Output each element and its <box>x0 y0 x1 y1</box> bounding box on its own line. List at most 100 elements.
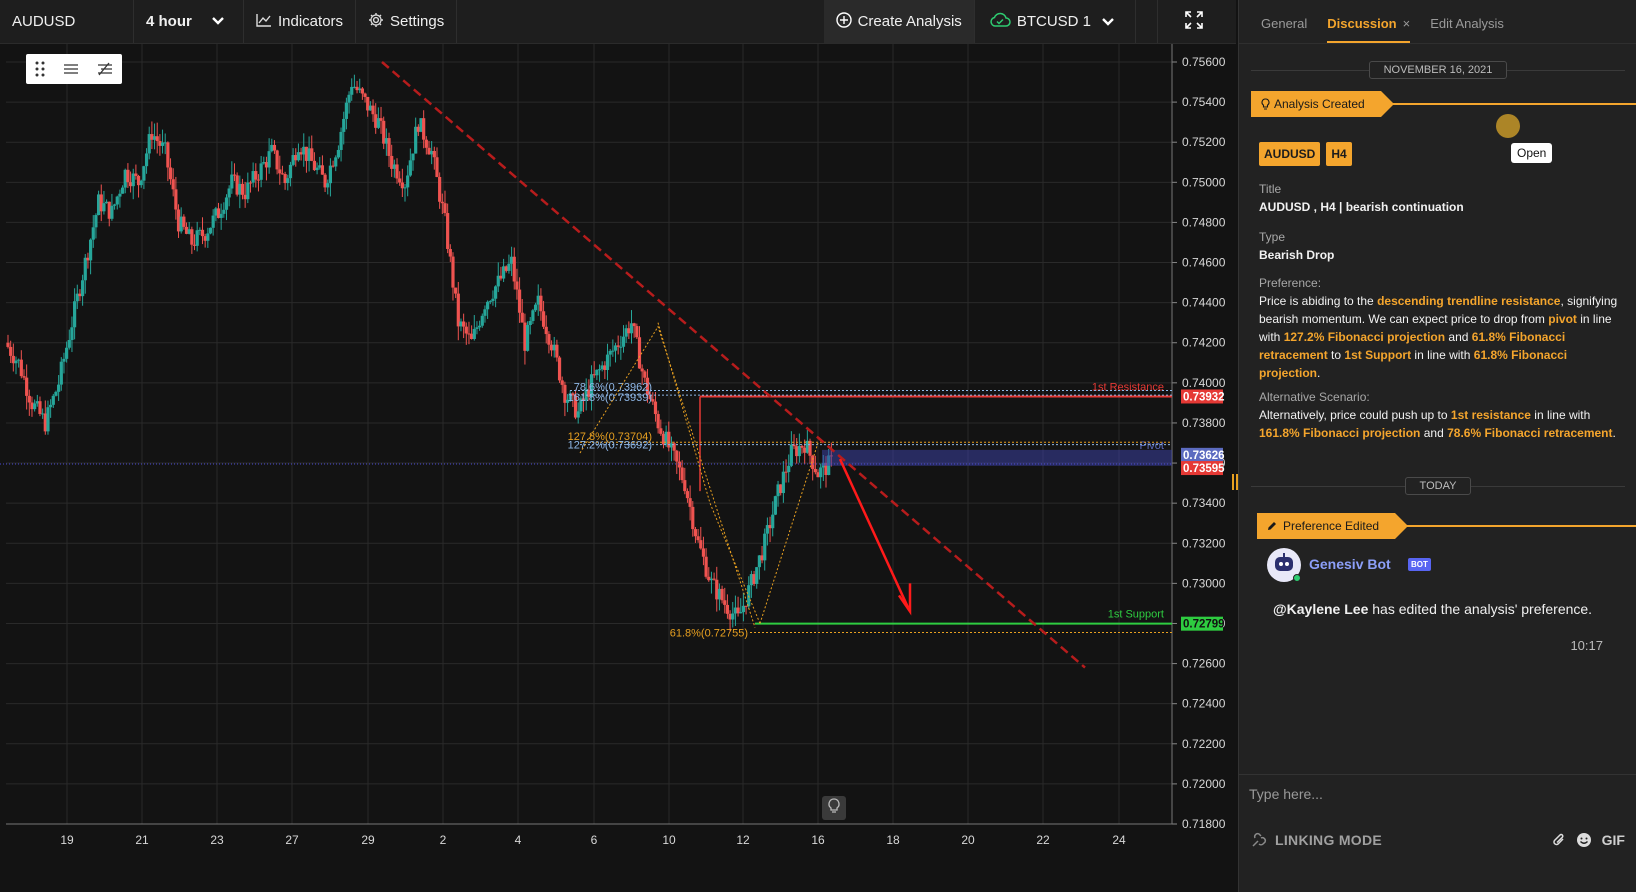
create-analysis-button[interactable]: Create Analysis <box>823 0 975 43</box>
candle-body <box>544 326 548 335</box>
candle-body <box>755 567 759 584</box>
candle-body <box>427 147 431 155</box>
candle-body <box>134 173 138 176</box>
x-tick-label: 23 <box>210 833 224 847</box>
candle-body <box>238 183 242 195</box>
candle-body <box>200 229 205 237</box>
price-chart[interactable]: 19 21 23 27 29 2 4 6 10 12 16 18 20 22 24 0.75600 0.7540… <box>0 44 1238 892</box>
candle-body <box>206 233 210 241</box>
symbol-chip[interactable]: AUDUSD <box>1259 142 1321 166</box>
text-segment: in line with <box>1530 408 1591 422</box>
author-name[interactable]: Genesiv Bot <box>1309 556 1391 572</box>
candle-body <box>520 312 524 323</box>
candle-body <box>232 174 237 176</box>
chart-canvas[interactable]: 19 21 23 27 29 2 4 6 10 12 16 18 20 22 240.756000.7540… <box>0 44 1236 892</box>
account-dropdown[interactable]: BTCUSD 1 <box>975 0 1136 43</box>
candle-body <box>49 404 53 408</box>
candle-body <box>675 450 679 462</box>
candle-body <box>717 588 722 600</box>
candle-body <box>760 555 764 561</box>
message-input[interactable] <box>1249 785 1609 802</box>
candle-body <box>262 162 266 164</box>
candle-body <box>648 395 652 400</box>
candle-body <box>795 446 799 457</box>
fib-tool-icon[interactable] <box>97 62 113 76</box>
date-separator: NOVEMBER 16, 2021 <box>1251 60 1625 80</box>
open-tooltip: Open <box>1511 143 1553 163</box>
y-tick-label: 0.72400 <box>1182 697 1226 711</box>
candle-body <box>579 398 583 412</box>
y-tick-label: 0.74600 <box>1182 256 1226 270</box>
candle-body <box>155 136 159 142</box>
candle-body <box>640 368 644 372</box>
drag-handle-icon[interactable] <box>35 61 45 77</box>
candle-body <box>723 600 727 605</box>
event-label: Analysis Created <box>1274 97 1365 111</box>
interval-dropdown[interactable]: 4 hour <box>134 0 244 43</box>
candle-body <box>73 301 77 328</box>
candle-body <box>563 384 567 403</box>
price-badge <box>1181 461 1223 476</box>
fullscreen-button[interactable] <box>1158 0 1236 43</box>
close-icon[interactable]: × <box>1402 16 1411 31</box>
candle-body <box>331 165 335 167</box>
paperclip-icon[interactable] <box>1552 832 1566 848</box>
timeframe-chip[interactable]: H4 <box>1326 142 1352 166</box>
candle-body <box>470 333 474 339</box>
idea-button[interactable] <box>822 796 846 820</box>
candle-body <box>701 548 706 557</box>
interval-label: 4 hour <box>146 13 192 30</box>
candle-body <box>326 183 330 188</box>
emoji-icon[interactable] <box>1576 832 1592 848</box>
candle-body <box>573 395 578 418</box>
link-icon[interactable] <box>1251 832 1269 848</box>
horizontal-lines-icon[interactable] <box>63 62 79 76</box>
candle-body <box>757 555 761 568</box>
date-separator: TODAY <box>1251 476 1625 496</box>
candle-body <box>797 446 801 457</box>
candle-body <box>712 578 716 580</box>
x-tick-label: 22 <box>1036 833 1050 847</box>
candle-body <box>571 393 575 396</box>
candle-body <box>472 328 476 339</box>
highlight-segment: 61.8% Fibonacci retracement <box>1259 330 1566 362</box>
candle-body <box>350 86 354 95</box>
candle-body <box>629 323 634 334</box>
candle-body <box>355 86 359 91</box>
linking-mode-label[interactable]: LINKING MODE <box>1275 832 1383 848</box>
settings-button[interactable]: Settings <box>356 0 458 43</box>
panel-resize-handle[interactable] <box>1232 474 1238 490</box>
candle-body <box>440 201 444 204</box>
text-segment: in line with <box>1411 348 1474 362</box>
candle-body <box>419 118 423 132</box>
gif-button[interactable]: GIF <box>1601 832 1625 848</box>
tab-general[interactable]: General <box>1261 16 1307 43</box>
candle-body <box>784 471 788 473</box>
indicators-button[interactable]: Indicators <box>244 0 357 43</box>
highlight-segment: pivot <box>1548 312 1577 326</box>
candle-body <box>25 377 29 396</box>
tag-chips: AUDUSD H4 <box>1259 142 1629 166</box>
candle-body <box>464 326 468 334</box>
x-tick-label: 27 <box>285 833 299 847</box>
candle-body <box>307 148 311 161</box>
candle-body <box>216 208 221 218</box>
highlight-segment: 161.8% Fibonacci projection <box>1259 426 1421 440</box>
candle-body <box>360 88 364 94</box>
user-mention[interactable]: @Kaylene Lee <box>1273 601 1369 617</box>
composer-footer: LINKING MODE GIF <box>1239 826 1636 854</box>
candle-body <box>456 293 460 327</box>
descending-trendline <box>381 61 1086 669</box>
candle-body <box>368 105 372 111</box>
candle-body <box>715 579 719 600</box>
event-line <box>1392 103 1636 105</box>
candle-body <box>198 229 202 231</box>
tab-edit-analysis[interactable]: Edit Analysis <box>1430 16 1504 43</box>
analysis-details: AUDUSD H4 Title AUDUSD , H4 | bearish co… <box>1259 142 1629 442</box>
tab-discussion[interactable]: Discussion × <box>1327 16 1411 43</box>
symbol-selector[interactable]: AUDUSD <box>0 0 134 43</box>
x-tick-label: 4 <box>515 833 522 847</box>
candle-body <box>54 391 58 396</box>
candle-body <box>565 399 570 403</box>
pencil-icon <box>1267 521 1277 531</box>
